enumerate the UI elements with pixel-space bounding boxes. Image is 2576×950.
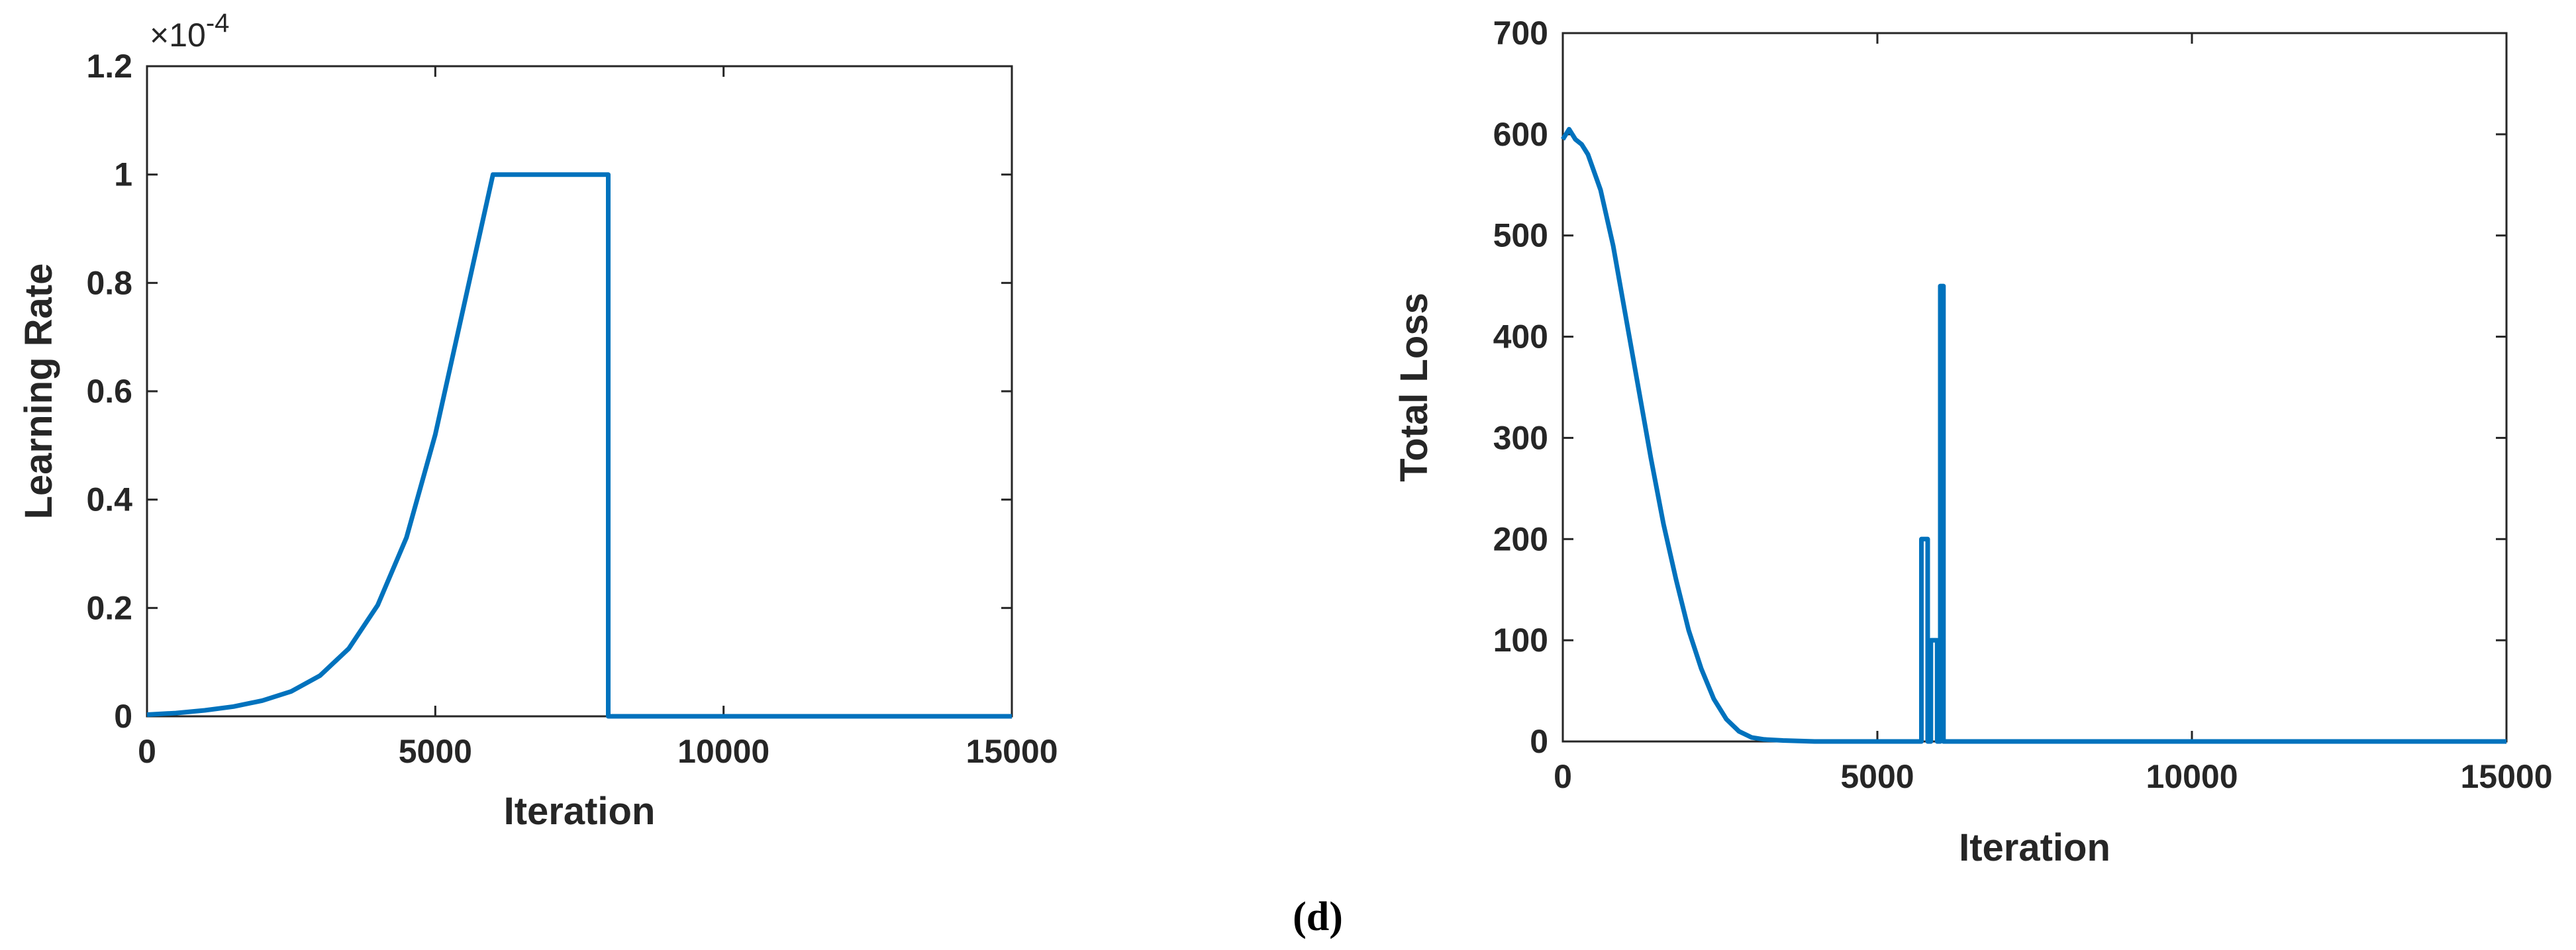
y-tick-label: 0.6 [86, 373, 132, 410]
panel-label: (d) [1293, 894, 1343, 939]
y-tick-label: 1.2 [86, 48, 132, 85]
x-tick-label: 5000 [399, 733, 472, 770]
x-tick-label: 10000 [2146, 758, 2238, 795]
y-tick-label: 0 [1530, 723, 1548, 760]
y-tick-label: 700 [1493, 15, 1548, 52]
y-exponent-label: ×10-4 [150, 9, 229, 54]
y-tick-label: 0.2 [86, 589, 132, 626]
total-loss-chart: 0 5000 10000 15000 0 100 200 300 400 500 600 700 Ite… [1393, 15, 2553, 869]
x-axis-label: Iteration [504, 790, 656, 833]
series-line [1561, 126, 2506, 744]
y-tick-label: 0 [114, 698, 132, 735]
y-tick-label: 400 [1493, 318, 1548, 356]
y-tick-label: 0.8 [86, 264, 132, 301]
y-tick-label: 0.4 [86, 481, 132, 518]
y-axis-label: Total Loss [1393, 293, 1436, 482]
x-tick-label: 0 [138, 733, 156, 770]
y-tick-label: 100 [1493, 622, 1548, 659]
axes-box [1561, 32, 2508, 743]
x-tick-label: 10000 [677, 733, 769, 770]
x-tick-label: 15000 [966, 733, 1058, 770]
y-axis-label: Learning Rate [17, 263, 60, 520]
y-tick-label: 600 [1493, 116, 1548, 153]
y-tick-label: 1 [114, 156, 132, 193]
x-tick-label: 0 [1554, 758, 1572, 795]
x-tick-label: 5000 [1840, 758, 1914, 795]
y-tick-label: 500 [1493, 217, 1548, 254]
y-tick-label: 300 [1493, 419, 1548, 456]
x-tick-label: 15000 [2460, 758, 2552, 795]
y-tick-label: 200 [1493, 520, 1548, 557]
learning-rate-chart: 0 5000 10000 15000 0 0.2 0.4 0.6 0.8 1 1.2 ×10-4 Ite… [17, 9, 1058, 833]
x-axis-label: Iteration [1959, 826, 2110, 869]
series-line [146, 172, 1012, 719]
axes-box [146, 65, 1013, 718]
